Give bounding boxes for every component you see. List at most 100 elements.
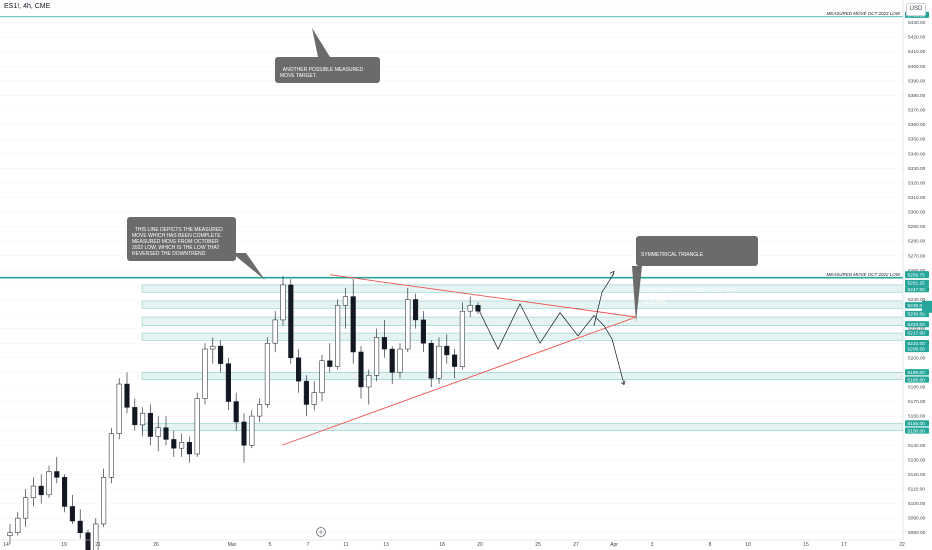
measured-move-label: MEASURED MOVE OCT 2023 LOW	[826, 11, 900, 16]
price-tick-label: 5170.00	[908, 399, 926, 405]
measured-move-label: MEASURED MOVE OCT 2022 LOW	[826, 272, 900, 277]
candle-body	[273, 320, 278, 343]
candle-body	[265, 343, 270, 404]
callout-triangle-text: CONSOLIDATION PATTERN / COOL OFF PHASE B…	[641, 288, 753, 306]
zone-band	[142, 423, 903, 430]
price-tick-label: 5380.00	[908, 93, 926, 99]
callout-target[interactable]: ANOTHER POSSIBLE MEASURED MOVE TARGET.	[275, 57, 380, 83]
callout-triangle[interactable]: SYMMETRICAL TRIANGLE CONSOLIDATION PATTE…	[636, 236, 758, 266]
callout-measured-text: THIS LINE DEPICTS THE MEASURED MOVE WHIC…	[132, 227, 224, 257]
candle-body	[62, 477, 67, 506]
price-tick-label: 5110.00	[908, 486, 925, 492]
price-tick-label: 5140.00	[908, 443, 926, 449]
callout-target-pointer	[312, 28, 330, 57]
time-tick-label: 10	[745, 542, 751, 548]
price-tick-label: 5360.00	[908, 122, 926, 128]
candle-body	[398, 349, 403, 372]
timezone-icon[interactable]	[317, 528, 326, 537]
candle-body	[242, 422, 247, 445]
candle-body	[218, 346, 223, 363]
candle-body	[125, 384, 130, 407]
candle-body	[234, 402, 239, 422]
currency-button[interactable]: USD	[906, 3, 926, 16]
zone-band	[142, 317, 903, 326]
candle-body	[476, 305, 481, 311]
time-tick-label: 18	[439, 542, 445, 548]
price-tick-label: 5270.00	[908, 253, 926, 259]
price-tag-label: 5150.00	[908, 428, 926, 434]
candle-body	[444, 346, 449, 355]
candle-body	[382, 337, 387, 349]
price-tick-label: 5420.00	[908, 35, 926, 41]
time-tick-label: Mar	[228, 542, 237, 548]
time-tick-label: 14	[3, 542, 9, 548]
price-tick-label: 5100.00	[908, 501, 926, 507]
price-tick-label: 5090.00	[908, 516, 926, 522]
candle-body	[156, 428, 161, 437]
price-tick-label: 5300.00	[908, 210, 926, 216]
time-tick-label: 11	[343, 542, 348, 548]
candle-body	[343, 297, 348, 306]
price-tag-label: 5185.00	[908, 377, 926, 383]
time-tick-label: 3	[651, 542, 654, 548]
candle-body	[320, 361, 325, 393]
price-tick-label: 5330.00	[908, 166, 926, 172]
triangle-upper-line	[330, 275, 636, 317]
zigzag-path	[478, 304, 604, 349]
symbol-title: ES1!, 4h, CME	[4, 3, 50, 10]
last-price-marker	[922, 301, 932, 313]
price-tick-label: 5280.00	[908, 239, 926, 245]
candle-body	[288, 285, 293, 358]
time-axis[interactable]: 14 19 21 26 Mar 5 7 11 13 18 20 25 27 Apr 3 8 10 15 17 22	[0, 540, 905, 548]
price-tick-label: 5180.00	[908, 384, 926, 390]
price-tick-label: 5410.00	[908, 49, 926, 55]
candle-body	[374, 337, 379, 375]
candle-body	[429, 343, 434, 378]
candle-body	[179, 442, 184, 448]
time-tick-label: 17	[841, 542, 847, 548]
candle-body	[460, 311, 465, 366]
time-tick-label: 26	[153, 542, 159, 548]
candle-body	[413, 300, 418, 320]
time-tick-label: 21	[95, 542, 101, 548]
candle-body	[257, 404, 262, 416]
price-tick-label: 5400.00	[908, 64, 926, 70]
price-tick-label: 5390.00	[908, 78, 926, 84]
candle-body	[405, 300, 410, 350]
time-tick-label: 22	[899, 542, 905, 548]
price-tag-label: 5190.00	[908, 370, 926, 376]
candle-body	[86, 533, 91, 550]
price-tick-label: 5340.00	[908, 151, 926, 157]
callout-target-text: ANOTHER POSSIBLE MEASURED MOVE TARGET.	[280, 67, 364, 79]
time-tick-label: 15	[803, 542, 809, 548]
candle-body	[164, 428, 169, 440]
callout-measured-move[interactable]: THIS LINE DEPICTS THE MEASURED MOVE WHIC…	[127, 217, 236, 261]
price-tick-label: 5310.00	[908, 195, 926, 201]
candle-body	[390, 349, 395, 372]
candle-body	[421, 320, 426, 343]
candle-body	[249, 416, 254, 445]
candle-body	[8, 533, 13, 536]
candle-body	[78, 521, 83, 533]
zone-band	[142, 372, 903, 379]
price-tick-label: 5370.00	[908, 108, 926, 114]
candle-body	[437, 346, 442, 378]
candle-body	[31, 486, 36, 498]
candle-body	[54, 471, 59, 477]
candle-body	[296, 358, 301, 381]
zone-band	[142, 333, 903, 340]
candle-body	[210, 346, 215, 349]
candle-body	[312, 393, 317, 405]
price-tick-label: 5320.00	[908, 180, 926, 186]
candle-body	[304, 381, 309, 404]
price-tick-label: 5290.00	[908, 224, 926, 230]
candle-body	[109, 434, 114, 478]
price-tick-label: 5160.00	[908, 414, 926, 420]
candle-body	[452, 355, 457, 367]
time-tick-label: 8	[709, 542, 712, 548]
candle-body	[187, 442, 192, 454]
price-tag-label: 5217.00	[908, 331, 926, 337]
support-resistance-zones	[0, 8, 903, 533]
arrow-up-icon	[610, 271, 614, 275]
